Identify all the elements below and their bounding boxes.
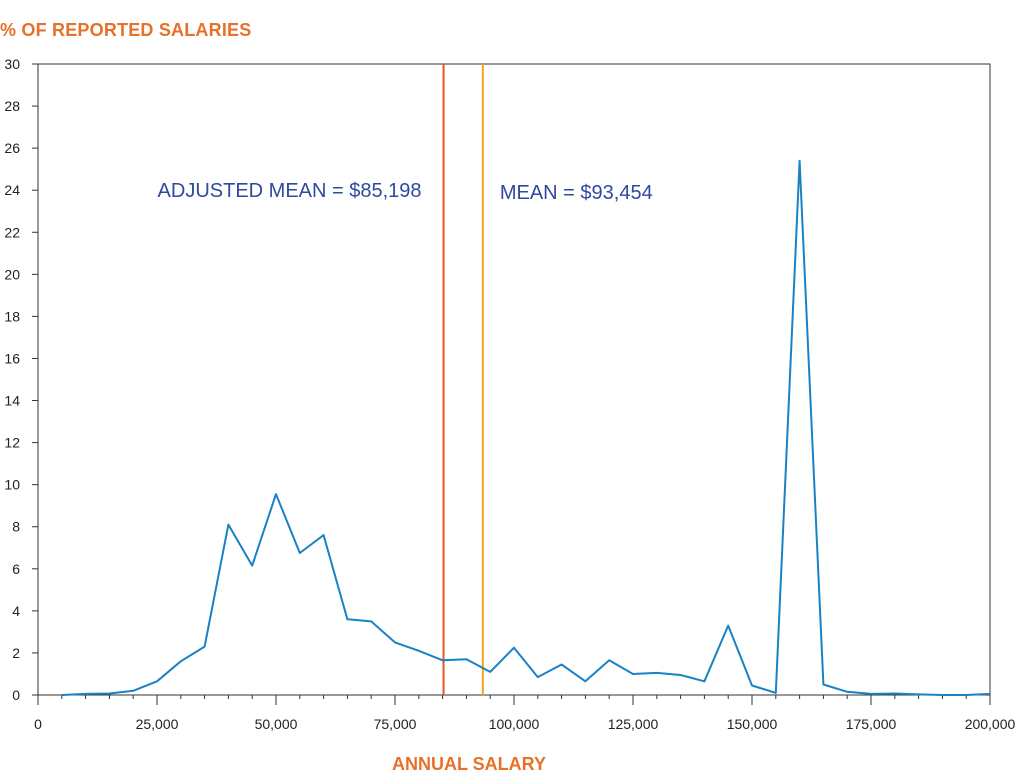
x-tick-label: 150,000 [727,716,778,732]
mean-label: MEAN = $93,454 [500,182,653,204]
y-tick-label: 6 [12,561,20,577]
y-tick-label: 2 [12,645,20,661]
y-tick-label: 28 [4,98,20,114]
y-tick-label: 18 [4,308,20,324]
y-tick-label: 8 [12,519,20,535]
plot-frame [37,63,991,696]
y-tick-label: 16 [4,350,20,366]
y-tick-label: 24 [4,182,20,198]
x-tick-label: 75,000 [374,716,417,732]
y-axis-title: % OF REPORTED SALARIES [0,20,252,40]
x-tick-label: 50,000 [255,716,298,732]
y-tick-label: 26 [4,140,20,156]
y-tick-label: 30 [4,56,20,72]
y-tick-label: 10 [4,477,20,493]
y-tick-label: 22 [4,224,20,240]
salary-distribution-line [61,159,991,696]
y-tick-label: 4 [12,603,20,619]
x-tick-label: 0 [34,716,42,732]
x-tick-label: 200,000 [965,716,1016,732]
x-tick-label: 25,000 [136,716,179,732]
x-tick-label: 175,000 [846,716,897,732]
x-tick-label: 100,000 [489,716,540,732]
x-axis-title: ANNUAL SALARY [392,754,547,774]
adjusted-mean-label: ADJUSTED MEAN = $85,198 [158,180,422,202]
y-tick-label: 14 [4,393,20,409]
y-tick-label: 12 [4,435,20,451]
y-tick-label: 0 [12,687,20,703]
x-tick-label: 125,000 [608,716,659,732]
y-tick-label: 20 [4,266,20,282]
